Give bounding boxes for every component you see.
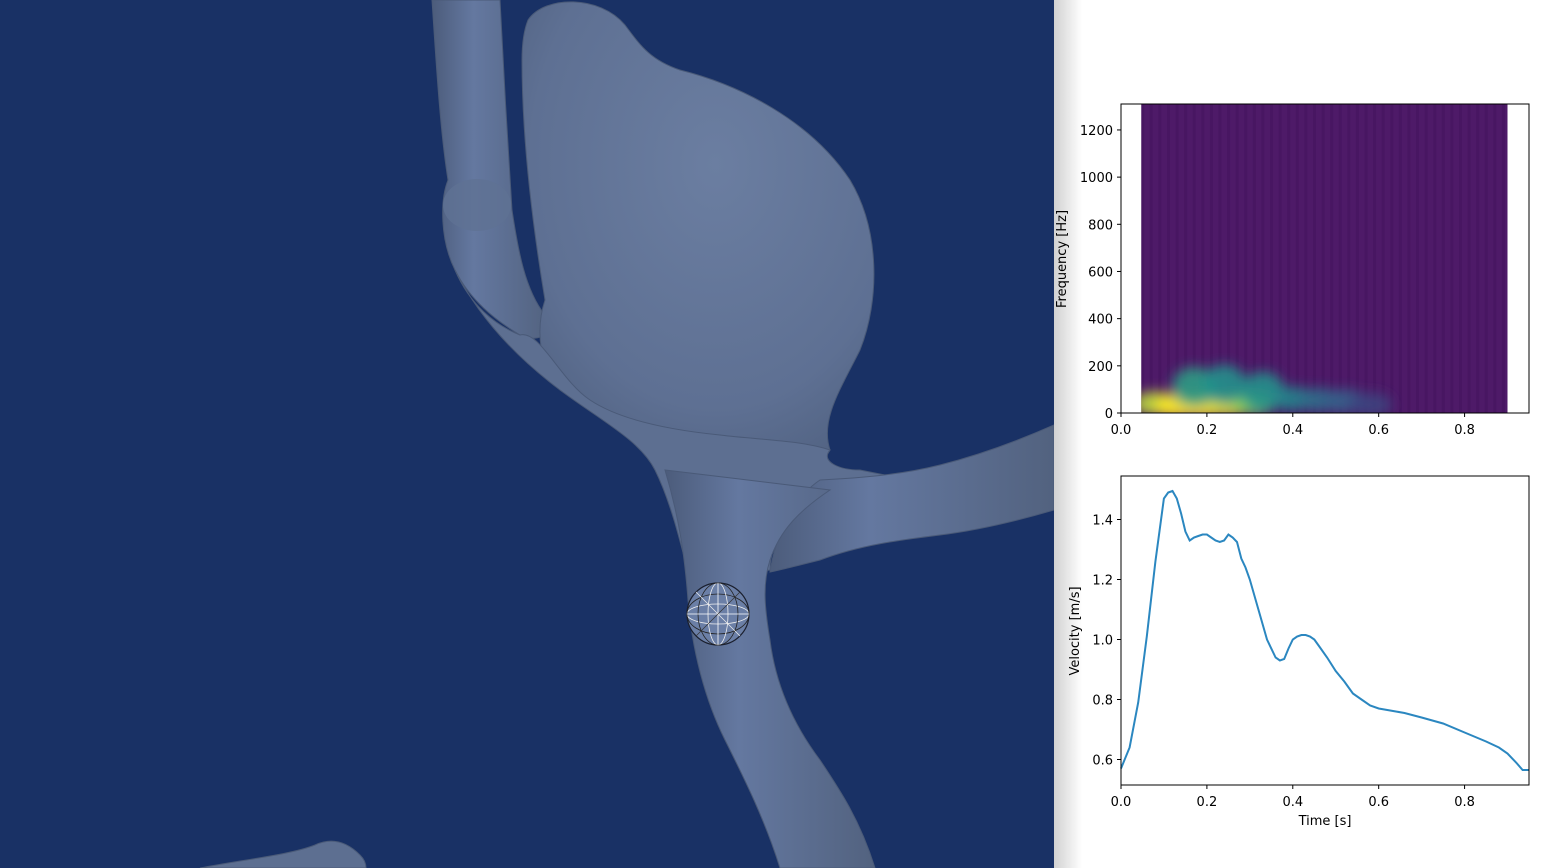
right-branch [769,424,1054,573]
velocity-x-label: Time [s] [1298,814,1352,829]
spectrogram-band [1484,104,1488,413]
x-tick-label: 0.2 [1197,795,1218,810]
y-tick-label: 800 [1088,218,1113,233]
artery-bulge [443,179,511,231]
spectrogram-y-label: Frequency [Hz] [1055,210,1070,308]
spectrogram-band [1450,104,1454,413]
plots-svg: 0.0 0.2 0.4 0.6 0.8 0 200 400 600 800 1000 1200 Fr… [1055,103,1530,829]
spectrogram-band [1261,104,1265,413]
velocity-frame [1120,475,1530,786]
spectrogram-band [1476,104,1480,413]
spectrogram-band [1398,104,1402,413]
spectrogram-band [1192,104,1196,413]
3d-viewport[interactable] [0,0,1054,868]
vessel-render [199,0,1054,868]
y-tick-label: 1.0 [1092,634,1113,649]
spectrogram-band [1364,104,1368,413]
spectrogram-band [1390,104,1394,413]
x-tick-label: 0.0 [1111,423,1132,438]
spectrogram-band [1235,104,1239,413]
spectrogram-band [1252,104,1256,413]
spectrogram-band [1321,104,1325,413]
velocity-series-line [1120,489,1529,771]
spectrogram-band [1416,104,1420,413]
x-tick-label: 0.2 [1197,423,1218,438]
spectrogram-band [1244,104,1248,413]
y-tick-label: 0.6 [1092,754,1113,769]
spectrogram-band [1330,104,1334,413]
y-tick-label: 0.8 [1092,694,1113,709]
x-tick-label: 0.6 [1368,423,1389,438]
spectrogram-hotspot [1202,364,1247,405]
spectrogram-band [1407,104,1411,413]
spectrogram-band [1278,104,1282,413]
spectrogram-chart: 0.0 0.2 0.4 0.6 0.8 0 200 400 600 800 1000 1200 Fr… [1055,103,1530,438]
velocity-y-label: Velocity [m/s] [1068,586,1083,675]
x-tick-label: 0.6 [1368,795,1389,810]
plots-panel: 0.0 0.2 0.4 0.6 0.8 0 200 400 600 800 1000 1200 Fr… [1054,0,1566,868]
spectrogram-frame [1120,103,1530,414]
spectrogram-band [1149,104,1153,413]
spectrogram-band [1338,104,1342,413]
x-tick-label: 0.0 [1111,795,1132,810]
spectrogram-band [1201,104,1205,413]
spectrogram-hotspot [1348,392,1393,413]
spectrogram-band [1227,104,1231,413]
x-tick-label: 0.8 [1454,423,1475,438]
spectrogram-energy [1141,364,1393,413]
spectrogram-band [1287,104,1291,413]
y-tick-label: 0 [1105,407,1113,422]
bottom-left-vessel [199,840,367,868]
y-tick-label: 200 [1088,360,1113,375]
wireframe-sphere-icon[interactable] [686,582,750,646]
spectrogram-band [1355,104,1359,413]
y-tick-label: 1200 [1080,124,1113,139]
y-tick-label: 400 [1088,313,1113,328]
spectrogram-band [1441,104,1445,413]
spectrogram-band [1381,104,1385,413]
x-tick-label: 0.4 [1282,795,1303,810]
spectrogram-band [1373,104,1377,413]
spectrogram-band [1304,104,1308,413]
y-tick-label: 600 [1088,265,1113,280]
spectrogram-band [1458,104,1462,413]
spectrogram-band [1433,104,1437,413]
x-tick-label: 0.4 [1282,423,1303,438]
spectrogram-background [1141,104,1508,413]
spectrogram-band [1424,104,1428,413]
spectrogram-band [1467,104,1471,413]
spectrogram-band [1218,104,1222,413]
spectrogram-band [1312,104,1316,413]
spectrogram-band [1501,104,1505,413]
spectrogram-band [1175,104,1179,413]
y-tick-label: 1.2 [1092,574,1113,589]
y-tick-label: 1.4 [1092,514,1113,529]
spectrogram-band [1158,104,1162,413]
x-tick-label: 0.8 [1454,795,1475,810]
velocity-x-axis: 0.0 0.2 0.4 0.6 0.8 [1111,785,1475,810]
velocity-chart: 0.0 0.2 0.4 0.6 0.8 0.6 0.8 1.0 1.2 1.4 Time [s]… [1068,475,1530,829]
spectrogram-heatmap [1141,104,1508,413]
spectrogram-band [1295,104,1299,413]
spectrogram-band [1347,104,1351,413]
spectrogram-band [1141,104,1145,413]
spectrogram-band [1184,104,1188,413]
spectrogram-band [1166,104,1170,413]
y-tick-label: 1000 [1080,171,1113,186]
spectrogram-band [1209,104,1213,413]
spectrogram-band [1493,104,1497,413]
spectrogram-x-axis: 0.0 0.2 0.4 0.6 0.8 [1111,413,1475,438]
spectrogram-y-axis: 0 200 400 600 800 1000 1200 [1080,124,1121,422]
spectrogram-band [1270,104,1274,413]
velocity-y-axis: 0.6 0.8 1.0 1.2 1.4 [1092,514,1121,769]
